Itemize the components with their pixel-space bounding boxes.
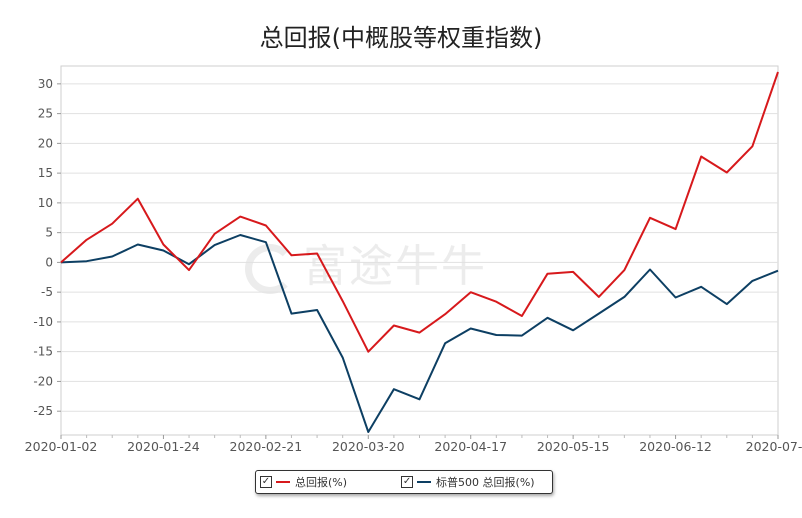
legend-item-series-2[interactable]: ✓ 标普500 总回报(%) [401,474,535,490]
series-line-total-return [60,71,779,353]
y-tick-label: -15 [33,345,53,359]
x-tick-label: 2020-03-20 [332,439,405,454]
legend-item-series-1[interactable]: ✓ 总回报(%) [260,474,347,490]
y-tick-label: 25 [38,107,53,121]
x-tick-label: 2020-01-02 [25,439,98,454]
y-tick-label: 20 [38,136,53,150]
y-tick-label: 10 [38,196,53,210]
x-tick-label: 2020-02-21 [230,439,303,454]
series-line-sp500 [60,234,779,433]
y-tick-label: -25 [33,404,53,418]
legend-swatch-red [276,481,290,483]
legend-label-series-1: 总回报(%) [295,476,348,489]
axis-layer: 30 25 20 15 10 5 0 -5 -10 -15 -20 -25 2020-01-02 2020… [25,77,802,454]
x-tick-label: 2020-01-24 [127,439,200,454]
legend-label-series-2: 标普500 总回报(%) [436,476,535,489]
y-tick-label: 30 [38,77,53,91]
x-tick-label: 2020-04-17 [434,439,507,454]
checkbox-icon[interactable]: ✓ [401,476,414,488]
watermark-logo-icon [245,244,295,294]
legend-swatch-blue [417,481,432,483]
chart-title: 总回报(中概股等权重指数) [259,24,543,52]
legend: ✓ 总回报(%) ✓ 标普500 总回报(%) [255,470,553,494]
y-tick-label: 15 [38,166,53,180]
x-tick-label: 2020-07-1 [746,439,802,454]
y-tick-label: -20 [33,374,53,388]
x-tick-label: 2020-06-12 [639,439,712,454]
y-tick-label: -5 [41,285,53,299]
y-tick-label: 5 [45,226,53,240]
series-layer [60,71,779,433]
x-tick-label: 2020-05-15 [537,439,610,454]
checkbox-icon[interactable]: ✓ [260,476,272,488]
y-tick-label: 0 [45,255,53,269]
grid-layer [60,65,779,436]
y-tick-label: -10 [33,315,53,329]
